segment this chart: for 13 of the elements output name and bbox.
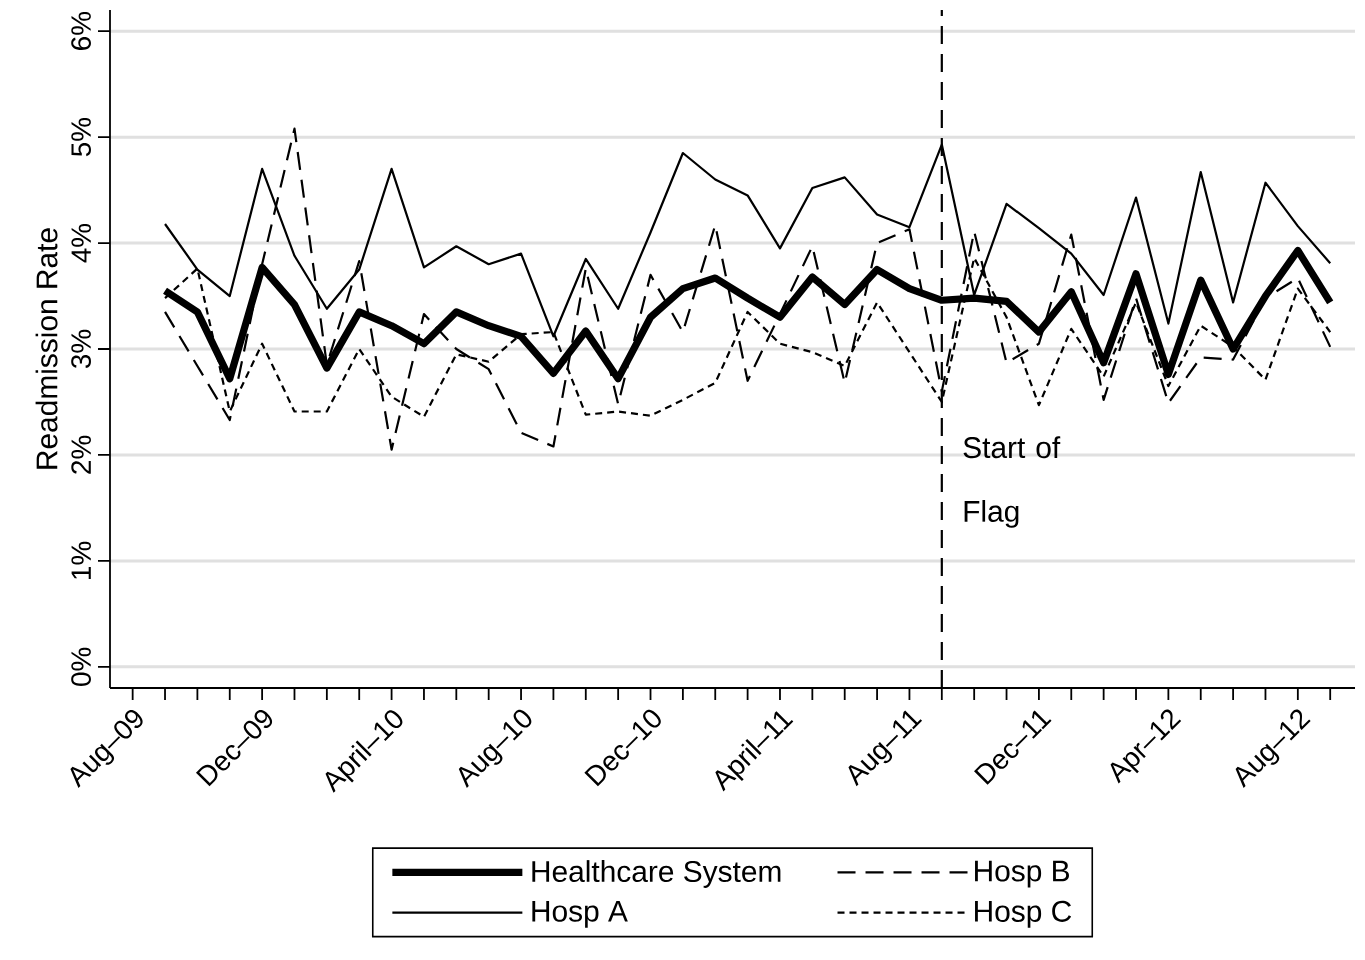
y-tick-label: 6% [71,12,91,50]
legend-label: Healthcare System [532,860,781,888]
y-tick-label: 4% [71,223,91,263]
y-tick-label: 2% [71,435,91,474]
legend-label: Hosp B [975,860,1069,888]
y-tick-label: 0% [71,647,91,686]
legend-label: Hosp A [532,900,628,928]
legend-label: Hosp C [975,900,1072,928]
y-tick-label: 5% [71,117,91,157]
y-axis-title: Readmission Rate [35,228,58,469]
y-tick-label: 1% [71,541,91,579]
text: Start of Flag [963,436,1061,528]
y-tick-label: 3% [71,329,91,369]
